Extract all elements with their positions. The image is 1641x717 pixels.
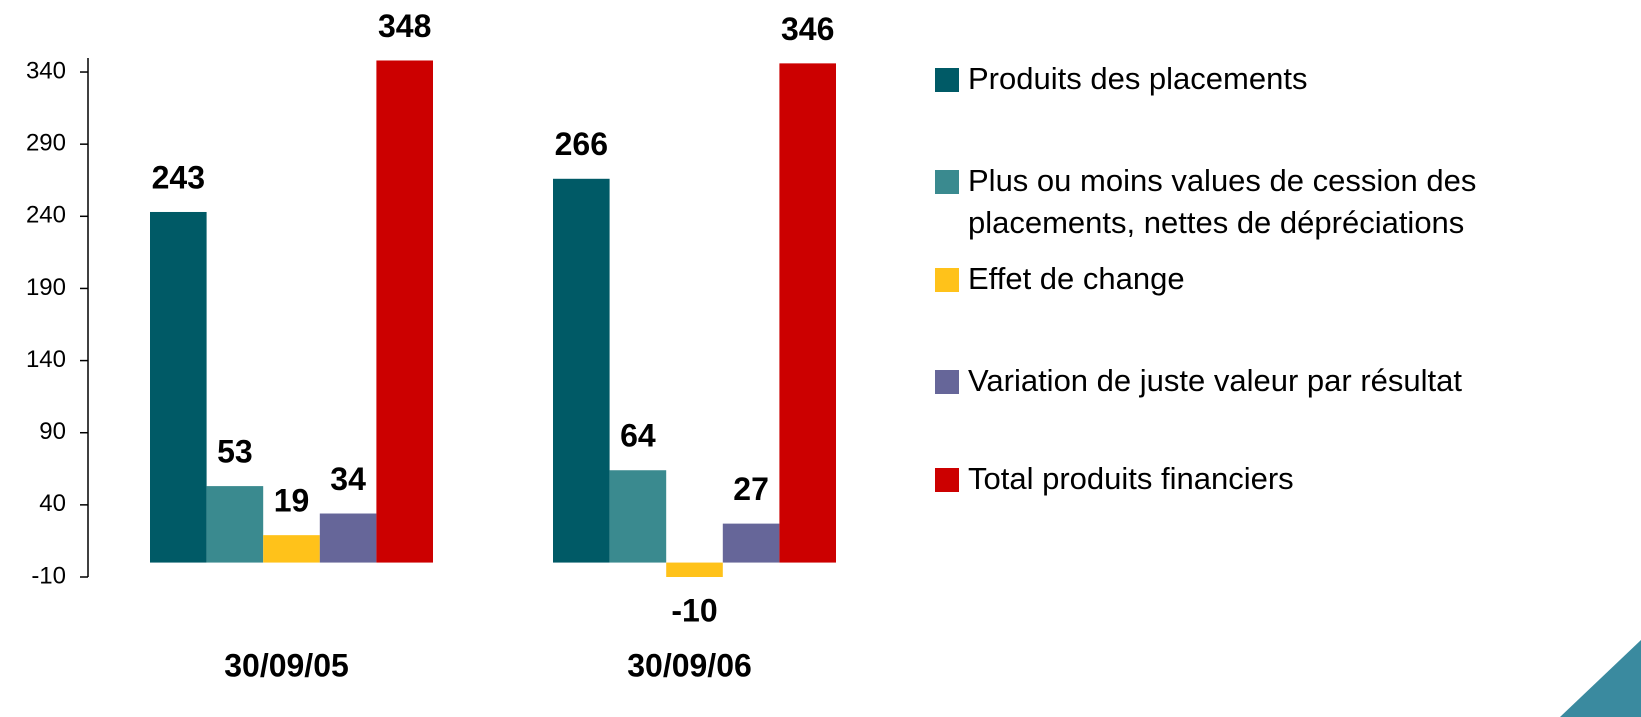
bar (779, 63, 836, 563)
bar (150, 211, 207, 563)
legend-swatch (935, 468, 959, 492)
y-tick-label: -10 (31, 562, 66, 589)
y-tick-label: 140 (26, 346, 66, 373)
legend-item: Effet de change (935, 258, 1641, 300)
y-tick-label: 40 (39, 490, 66, 517)
legend-swatch (935, 268, 959, 292)
legend-item: Variation de juste valeur par résultat (935, 360, 1641, 402)
data-label: 53 (217, 434, 253, 470)
y-tick-label: 190 (26, 274, 66, 301)
y-tick-label: 340 (26, 57, 66, 84)
data-label: 243 (152, 159, 205, 195)
legend-label: Plus ou moins values de cession des plac… (968, 163, 1477, 240)
y-tick-label: 240 (26, 202, 66, 229)
legend-item: Plus ou moins values de cession des plac… (935, 160, 1641, 244)
data-label: 266 (555, 126, 608, 162)
bar (666, 562, 723, 577)
bar (722, 523, 780, 563)
legend-swatch (935, 170, 959, 194)
corner-decoration (1560, 640, 1641, 717)
data-label: 64 (620, 418, 656, 454)
data-label: 19 (274, 483, 310, 519)
bar (376, 60, 433, 563)
legend-item: Total produits financiers (935, 458, 1641, 500)
legend-swatch (935, 370, 959, 394)
y-tick-label: 90 (39, 418, 66, 445)
data-label: 27 (733, 471, 769, 507)
legend-label: Variation de juste valeur par résultat (968, 363, 1462, 398)
data-label: 34 (330, 461, 366, 497)
bar (609, 470, 667, 563)
x-tick-label: 30/09/06 (627, 647, 752, 683)
data-label: 348 (378, 8, 431, 44)
data-label: 346 (781, 11, 834, 47)
bar (263, 535, 320, 563)
bar (319, 513, 377, 563)
legend-label: Effet de change (968, 261, 1185, 296)
data-label: -10 (671, 592, 717, 628)
y-tick-label: 290 (26, 130, 66, 157)
legend-label: Total produits financiers (968, 461, 1294, 496)
x-tick-label: 30/09/05 (224, 647, 349, 683)
bar (206, 486, 264, 563)
bar (553, 178, 610, 563)
legend-item: Produits des placements (935, 58, 1641, 100)
legend-label: Produits des placements (968, 61, 1308, 96)
legend-swatch (935, 68, 959, 92)
